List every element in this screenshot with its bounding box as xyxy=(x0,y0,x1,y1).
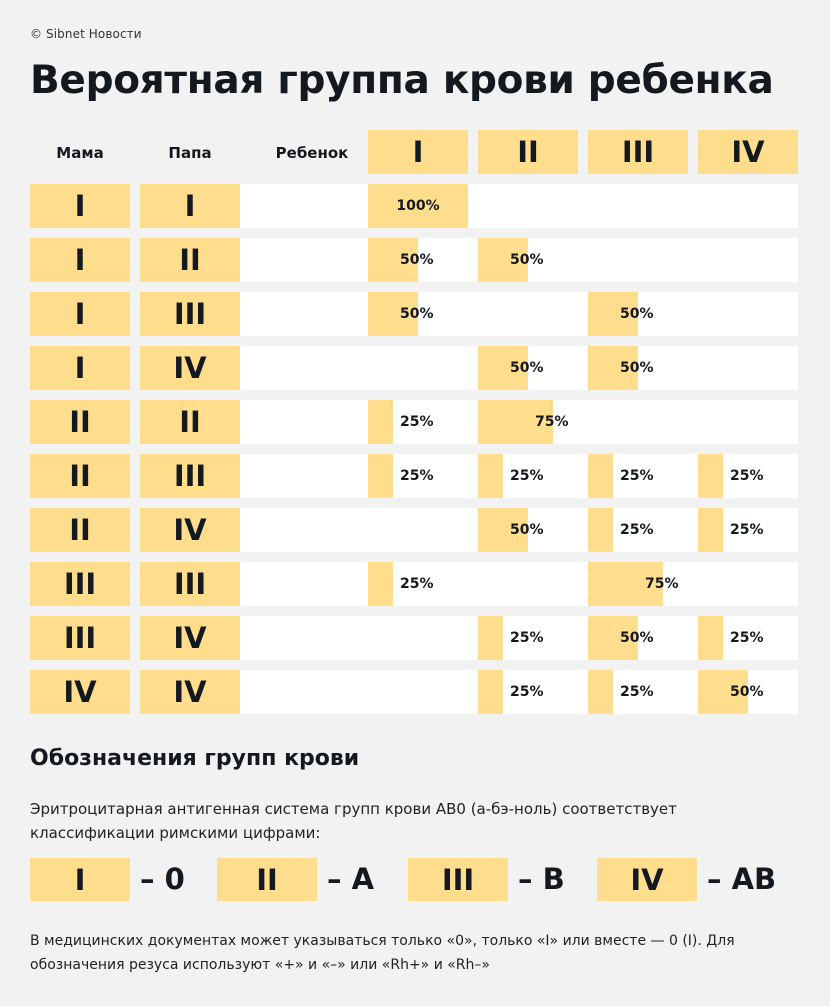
legend-abo-value: – AB xyxy=(707,862,777,896)
probability-label: 50% xyxy=(620,306,654,322)
child-group-header: II xyxy=(478,130,578,174)
header-child: Ребенок xyxy=(275,144,349,162)
probability-label: 25% xyxy=(620,468,654,484)
legend-roman-chip: I xyxy=(30,858,130,901)
probability-label: 25% xyxy=(620,522,654,538)
father-group-cell: III xyxy=(140,562,240,606)
probability-label: 50% xyxy=(730,684,764,700)
probability-bar xyxy=(698,508,723,552)
probability-label: 50% xyxy=(620,360,654,376)
probability-bar xyxy=(588,508,613,552)
probability-label: 25% xyxy=(730,522,764,538)
father-group-cell: III xyxy=(140,292,240,336)
header-father: Папа xyxy=(168,144,212,162)
probability-label: 25% xyxy=(730,468,764,484)
probability-bar xyxy=(588,616,638,660)
legend-title: Обозначения групп крови xyxy=(30,746,360,771)
probability-bar xyxy=(588,454,613,498)
probability-bar xyxy=(698,616,723,660)
mother-group-cell: II xyxy=(30,454,130,498)
father-group-cell: IV xyxy=(140,616,240,660)
probability-label: 75% xyxy=(535,414,569,430)
probability-bar xyxy=(588,346,638,390)
footnote: В медицинских документах может указывать… xyxy=(30,933,735,973)
probability-bar xyxy=(478,454,503,498)
probability-bar xyxy=(368,454,393,498)
probability-label: 25% xyxy=(400,414,434,430)
father-group-cell: II xyxy=(140,238,240,282)
probability-label: 100% xyxy=(396,198,440,214)
probability-bar xyxy=(478,346,528,390)
probability-bar xyxy=(478,616,503,660)
probability-bar xyxy=(588,292,638,336)
father-group-cell: III xyxy=(140,454,240,498)
header-mother: Мама xyxy=(56,144,104,162)
probability-bar xyxy=(698,454,723,498)
page-title: Вероятная группа крови ребенка xyxy=(30,58,774,103)
child-group-header: I xyxy=(368,130,468,174)
probability-bar xyxy=(368,562,393,606)
probability-bar xyxy=(368,292,418,336)
probability-bar xyxy=(478,400,553,444)
mother-group-cell: III xyxy=(30,616,130,660)
mother-group-cell: II xyxy=(30,400,130,444)
probability-label: 50% xyxy=(400,252,434,268)
probability-bar xyxy=(588,670,613,714)
mother-group-cell: I xyxy=(30,346,130,390)
table-row xyxy=(240,562,798,606)
mother-group-cell: I xyxy=(30,184,130,228)
probability-label: 25% xyxy=(730,630,764,646)
mother-group-cell: III xyxy=(30,562,130,606)
mother-group-cell: I xyxy=(30,292,130,336)
legend-roman-chip: III xyxy=(408,858,508,901)
probability-label: 50% xyxy=(510,522,544,538)
legend-text: Эритроцитарная антигенная система групп … xyxy=(30,800,677,842)
legend-abo-value: – 0 xyxy=(140,862,185,896)
credit: © Sibnet Новости xyxy=(30,27,142,41)
probability-bar xyxy=(368,238,418,282)
father-group-cell: I xyxy=(140,184,240,228)
probability-bar xyxy=(478,508,528,552)
probability-label: 75% xyxy=(645,576,679,592)
probability-label: 50% xyxy=(400,306,434,322)
probability-bar xyxy=(588,562,663,606)
mother-group-cell: I xyxy=(30,238,130,282)
father-group-cell: IV xyxy=(140,670,240,714)
legend-roman-chip: IV xyxy=(597,858,697,901)
father-group-cell: II xyxy=(140,400,240,444)
mother-group-cell: IV xyxy=(30,670,130,714)
probability-label: 50% xyxy=(510,252,544,268)
probability-label: 25% xyxy=(510,684,544,700)
probability-label: 50% xyxy=(510,360,544,376)
probability-label: 25% xyxy=(510,468,544,484)
legend-abo-value: – B xyxy=(518,862,565,896)
table-row xyxy=(240,292,798,336)
probability-label: 25% xyxy=(620,684,654,700)
probability-label: 25% xyxy=(510,630,544,646)
probability-label: 50% xyxy=(620,630,654,646)
probability-bar xyxy=(368,400,393,444)
table-row xyxy=(240,184,798,228)
probability-bar xyxy=(478,670,503,714)
mother-group-cell: II xyxy=(30,508,130,552)
probability-label: 25% xyxy=(400,468,434,484)
child-group-header: IV xyxy=(698,130,798,174)
legend-abo-value: – A xyxy=(327,862,375,896)
father-group-cell: IV xyxy=(140,346,240,390)
probability-label: 25% xyxy=(400,576,434,592)
probability-bar xyxy=(698,670,748,714)
probability-bar xyxy=(368,184,468,228)
child-group-header: III xyxy=(588,130,688,174)
father-group-cell: IV xyxy=(140,508,240,552)
probability-bar xyxy=(478,238,528,282)
legend-roman-chip: II xyxy=(217,858,317,901)
